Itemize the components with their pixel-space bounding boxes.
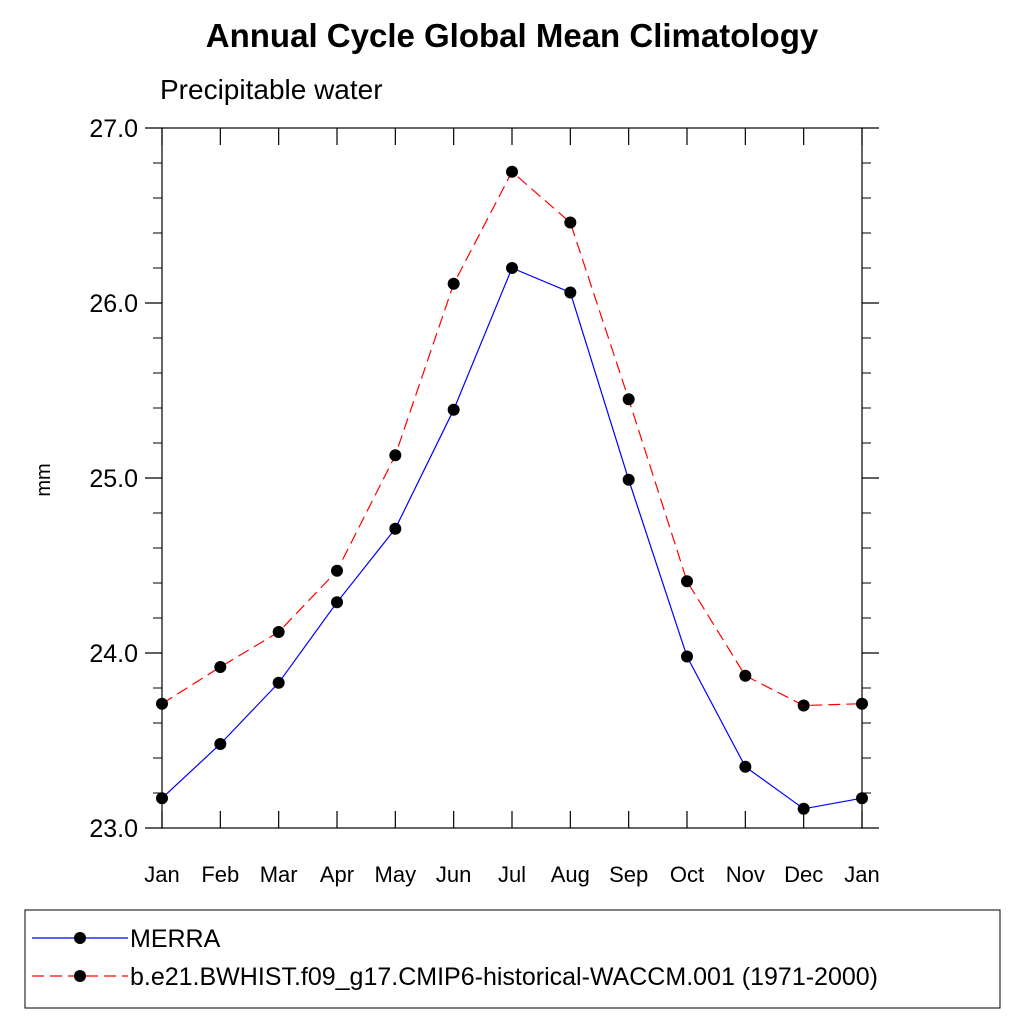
x-tick-label: Mar	[260, 862, 298, 887]
chart-subtitle: Precipitable water	[160, 74, 383, 105]
series-2-point	[389, 449, 402, 462]
series-1-point	[739, 760, 752, 773]
y-tick-label: 27.0	[89, 115, 138, 143]
series-1-point	[156, 792, 168, 805]
series-1-point	[856, 792, 868, 805]
series-2-line	[161, 170, 863, 707]
legend-label-1: MERRA	[130, 925, 221, 953]
x-tick-label: Jan	[844, 862, 879, 887]
y-tick-label: 23.0	[89, 815, 138, 843]
series-2-point	[506, 165, 518, 178]
series-1-point	[272, 676, 285, 689]
series-1-point	[506, 262, 518, 274]
x-tick-label: Oct	[670, 862, 704, 887]
chart-title: Annual Cycle Global Mean Climatology	[206, 17, 819, 54]
x-tick-label: Jan	[144, 862, 179, 887]
series-1-point	[447, 403, 460, 416]
x-tick-label: Jun	[436, 862, 471, 887]
x-tick-label: Feb	[201, 862, 239, 887]
x-tick-label: Nov	[726, 862, 765, 887]
legend-marker-1	[74, 932, 86, 944]
series-2-point	[214, 661, 227, 673]
x-tick-label: Aug	[551, 862, 590, 887]
y-tick-label: 25.0	[89, 465, 138, 493]
series-1-line	[161, 267, 863, 810]
y-tick-label: 24.0	[89, 640, 138, 668]
legend: MERRA b.e21.BWHIST.f09_g17.CMIP6-historic…	[24, 909, 1001, 1009]
series-2-point	[156, 697, 168, 710]
y-axis-label: mm	[33, 463, 55, 496]
series-1-point	[564, 286, 577, 299]
x-tick-label: May	[375, 862, 417, 887]
series-2-point	[622, 393, 635, 406]
legend-marker-2	[74, 970, 86, 982]
plot-area: Jan Feb Mar Apr May Jun Jul Aug Sep Oct Nov Dec Jan2…	[89, 115, 879, 887]
series-2-point	[856, 697, 868, 710]
legend-label-2: b.e21.BWHIST.f09_g17.CMIP6-historical-WA…	[130, 963, 878, 991]
legend-box	[24, 909, 1001, 1009]
plot-frame	[161, 127, 863, 829]
series-2-point	[739, 669, 752, 682]
series-1-point	[622, 473, 635, 486]
series-1-point	[214, 738, 227, 750]
series-2-point	[797, 699, 810, 712]
series-1-point	[797, 802, 810, 815]
series-1-point	[331, 596, 343, 609]
series-2-point	[272, 626, 285, 638]
x-tick-label: Jul	[498, 862, 526, 887]
series-2-point	[681, 575, 693, 588]
x-tick-label: Apr	[320, 862, 354, 887]
x-tick-label: Dec	[784, 862, 823, 887]
series-1-point	[681, 650, 693, 663]
series-2-point	[331, 564, 343, 577]
series-1-point	[389, 522, 402, 535]
x-tick-label: Sep	[609, 862, 648, 887]
series-2-point	[564, 216, 577, 229]
y-tick-label: 26.0	[89, 290, 138, 318]
series-2-point	[447, 277, 460, 290]
